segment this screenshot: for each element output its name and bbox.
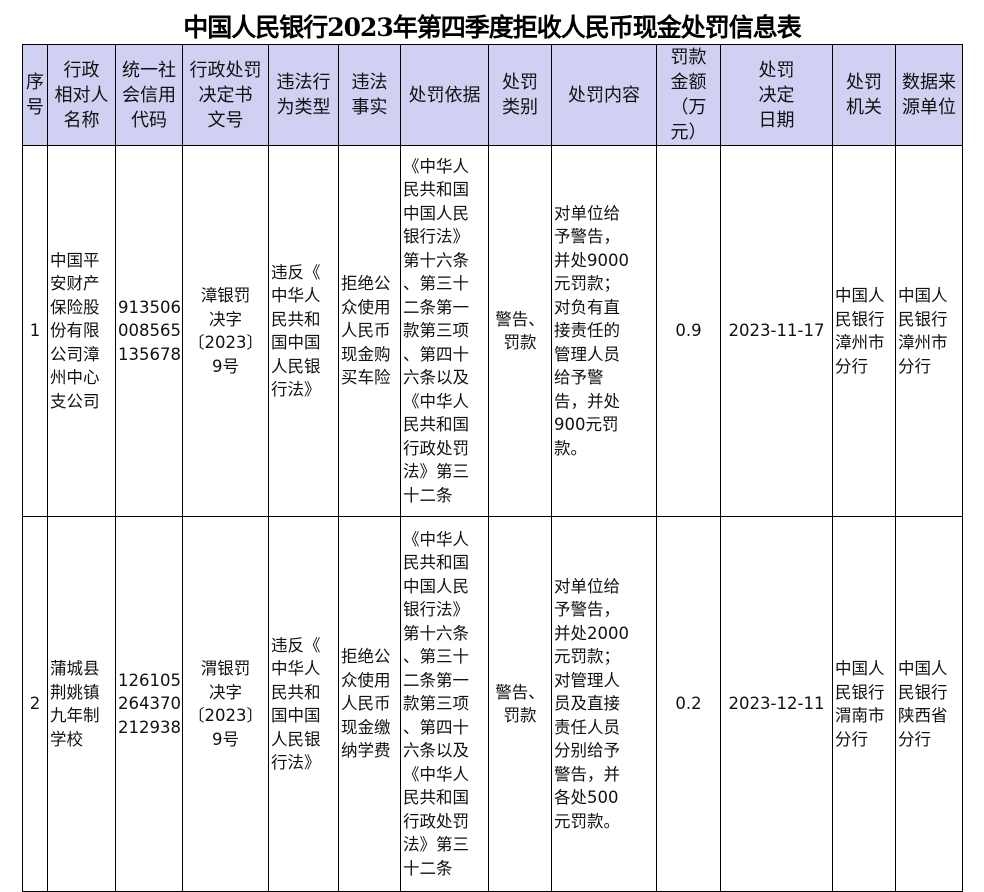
table-row: 2 蒲城县 荆姚镇 九年制 学校 126105 264370 212938 渭银… bbox=[22, 516, 963, 892]
cell-amount: 0.2 bbox=[656, 516, 721, 892]
cell-credit-code: 126105 264370 212938 bbox=[115, 516, 183, 892]
header-date: 处罚 决定 日期 bbox=[720, 44, 833, 146]
header-doc-no: 行政处罚 决定书 文号 bbox=[182, 44, 269, 146]
cell-doc-no: 渭银罚 决字 〔2023〕 9号 bbox=[182, 516, 269, 892]
cell-authority: 中国人 民银行 漳州市 分行 bbox=[832, 145, 896, 517]
header-row: 序 号 行政 相对人 名称 统一社 会信用 代码 行政处罚 决定书 文号 违法行… bbox=[22, 44, 963, 146]
header-authority: 处罚 机关 bbox=[832, 44, 896, 146]
header-category: 处罚 类别 bbox=[488, 44, 552, 146]
cell-facts: 拒绝公 众使用 人民币 现金购 买车险 bbox=[338, 145, 401, 517]
cell-authority: 中国人 民银行 渭南市 分行 bbox=[832, 516, 896, 892]
header-basis: 处罚依据 bbox=[400, 44, 489, 146]
cell-source: 中国人 民银行 陕西省 分行 bbox=[895, 516, 963, 892]
penalty-table: 序 号 行政 相对人 名称 统一社 会信用 代码 行政处罚 决定书 文号 违法行… bbox=[22, 44, 963, 892]
cell-violation-type: 违反《 中华人 民共和 国中国 人民银 行法》 bbox=[268, 145, 339, 517]
cell-amount: 0.9 bbox=[656, 145, 721, 517]
header-amount: 罚款 金额 （万元） bbox=[656, 44, 721, 146]
cell-basis: 《中华人 民共和国 中国人民 银行法》 第十六条 、第三十 二条第一 款第三项 … bbox=[400, 516, 489, 892]
header-no: 序 号 bbox=[22, 44, 48, 146]
cell-no: 2 bbox=[22, 516, 48, 892]
cell-doc-no: 漳银罚 决字 〔2023〕 9号 bbox=[182, 145, 269, 517]
header-party: 行政 相对人 名称 bbox=[47, 44, 116, 146]
cell-party: 中国平 安财产 保险股 份有限 公司漳 州中心 支公司 bbox=[47, 145, 116, 517]
cell-content: 对单位给 予警告， 并处2000 元罚款； 对管理人 员及直接 责任人员 分别给… bbox=[551, 516, 657, 892]
header-content: 处罚内容 bbox=[551, 44, 657, 146]
cell-source: 中国人 民银行 漳州市 分行 bbox=[895, 145, 963, 517]
cell-category: 警告、 罚款 bbox=[488, 145, 552, 517]
header-facts: 违法 事实 bbox=[338, 44, 401, 146]
cell-content: 对单位给 予警告， 并处9000 元罚款； 对负有直 接责任的 管理人员 给予警… bbox=[551, 145, 657, 517]
cell-category: 警告、 罚款 bbox=[488, 516, 552, 892]
cell-violation-type: 违反《 中华人 民共和 国中国 人民银 行法》 bbox=[268, 516, 339, 892]
cell-no: 1 bbox=[22, 145, 48, 517]
header-violation-type: 违法行 为类型 bbox=[268, 44, 339, 146]
header-source: 数据来 源单位 bbox=[895, 44, 963, 146]
cell-party: 蒲城县 荆姚镇 九年制 学校 bbox=[47, 516, 116, 892]
cell-date: 2023-12-11 bbox=[720, 516, 833, 892]
page-title: 中国人民银行2023年第四季度拒收人民币现金处罚信息表 bbox=[183, 13, 802, 42]
cell-credit-code: 913506 008565 135678 bbox=[115, 145, 183, 517]
cell-basis: 《中华人 民共和国 中国人民 银行法》 第十六条 、第三十 二条第一 款第三项 … bbox=[400, 145, 489, 517]
cell-facts: 拒绝公 众使用 人民币 现金缴 纳学费 bbox=[338, 516, 401, 892]
header-credit-code: 统一社 会信用 代码 bbox=[115, 44, 183, 146]
cell-date: 2023-11-17 bbox=[720, 145, 833, 517]
table-row: 1 中国平 安财产 保险股 份有限 公司漳 州中心 支公司 913506 008… bbox=[22, 145, 963, 517]
